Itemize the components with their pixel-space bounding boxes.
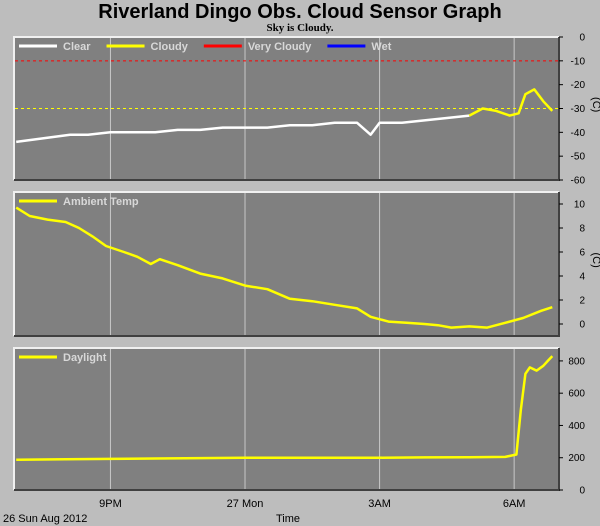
legend-label: Ambient Temp: [63, 196, 139, 208]
y-tick-label: -50: [571, 152, 586, 163]
unit-label: (C): [590, 252, 600, 267]
date-label: 26 Sun Aug 2012: [3, 513, 87, 525]
y-tick-label: -10: [571, 56, 586, 67]
y-tick-label: 0: [579, 486, 585, 497]
series-line: [15, 206, 553, 329]
y-tick-label: 6: [579, 248, 585, 259]
legend-label: Very Cloudy: [248, 41, 312, 53]
y-tick-label: 8: [579, 224, 585, 235]
plot-area: [14, 348, 559, 490]
unit-label: (C): [590, 97, 600, 112]
x-tick-label: 3AM: [368, 498, 391, 510]
y-tick-label: -40: [571, 128, 586, 139]
series-line: [468, 88, 554, 117]
ambient-temperature-panel: 10 8 6 4 2 0 (C) Ambient Temp: [13, 191, 600, 337]
sky-temperature-panel: 0 -10 -20 -30 -40 -50 -60 (C) Clear Cloudy Very Cl…: [13, 33, 600, 187]
x-tick-label: 27 Mon: [227, 498, 264, 510]
y-tick-label: -20: [571, 80, 586, 91]
plot-border-light: [13, 36, 559, 180]
plot-border-dark: [14, 192, 560, 337]
legend-label: Daylight: [63, 352, 107, 364]
y-tick-label: 0: [579, 320, 585, 331]
y-tick-label: 600: [568, 389, 585, 400]
page-title: Riverland Dingo Obs. Cloud Sensor Graph: [98, 1, 502, 23]
y-tick-label: -30: [571, 104, 586, 115]
x-tick-label: 9PM: [99, 498, 122, 510]
y-tick-label: 800: [568, 356, 585, 367]
legend-label: Clear: [63, 41, 91, 53]
y-tick-label: 10: [574, 200, 586, 211]
y-tick-label: 4: [579, 272, 585, 283]
plot-area: [14, 192, 559, 336]
y-tick-label: 0: [579, 33, 585, 44]
series-line: [16, 114, 470, 144]
sky-status: Sky is Cloudy.: [266, 22, 334, 34]
daylight-panel: 800 600 400 200 0 Daylight 9PM 27 Mon 3AM 6AM: [13, 347, 585, 510]
x-axis-label: Time: [276, 513, 300, 525]
legend-label: Wet: [371, 41, 391, 53]
y-tick-label: 2: [579, 296, 585, 307]
plot-border-light: [13, 191, 559, 336]
plot-border-light: [13, 347, 559, 490]
legend-label: Cloudy: [151, 41, 189, 53]
y-tick-label: 200: [568, 453, 585, 464]
y-tick-label: -60: [571, 176, 586, 187]
x-tick-label: 6AM: [503, 498, 526, 510]
y-tick-label: 400: [568, 421, 585, 432]
series-line: [16, 355, 554, 461]
